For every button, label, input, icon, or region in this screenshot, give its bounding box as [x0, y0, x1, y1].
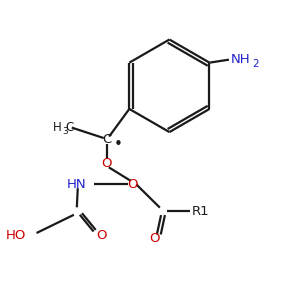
- Text: C: C: [102, 133, 111, 146]
- Text: H: H: [53, 121, 62, 134]
- Text: •: •: [114, 137, 122, 152]
- Text: C: C: [66, 121, 74, 134]
- Text: HO: HO: [6, 229, 26, 242]
- Text: HN: HN: [67, 178, 87, 191]
- Text: O: O: [101, 157, 112, 170]
- Text: 3: 3: [62, 127, 68, 136]
- Text: NH: NH: [230, 53, 250, 66]
- Text: R1: R1: [192, 205, 209, 218]
- Text: O: O: [149, 232, 160, 244]
- Text: 2: 2: [252, 58, 259, 69]
- Text: O: O: [127, 178, 137, 191]
- Text: O: O: [96, 229, 107, 242]
